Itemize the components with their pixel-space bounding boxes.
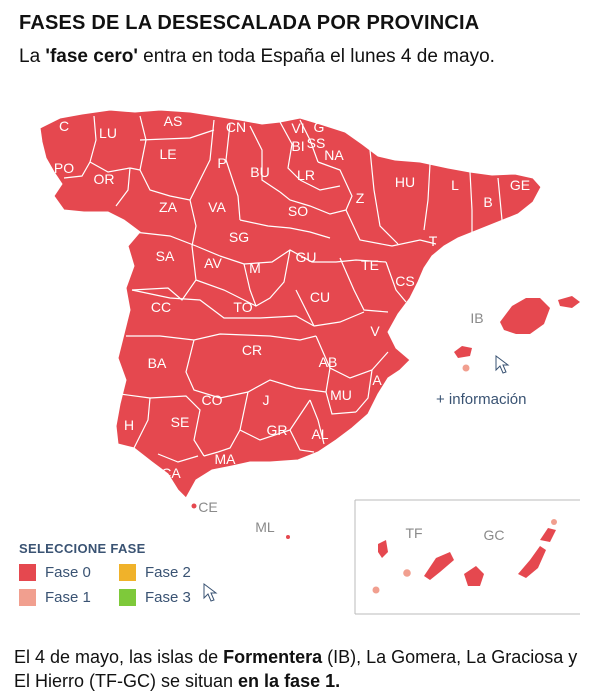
legend-fase-2[interactable]: Fase 2 — [119, 564, 191, 581]
province-label-lr[interactable]: LR — [297, 167, 315, 183]
label-tf: TF — [405, 525, 422, 541]
legend-label: Fase 0 — [45, 564, 91, 581]
province-label-se[interactable]: SE — [171, 414, 190, 430]
legend-label: Fase 2 — [145, 564, 191, 581]
province-label-te[interactable]: TE — [361, 257, 379, 273]
label-ce: CE — [198, 499, 217, 515]
province-label-ss[interactable]: SS — [307, 135, 326, 151]
gran-canaria[interactable] — [464, 566, 484, 586]
legend-swatch-fase-0 — [19, 564, 36, 581]
province-label-vi[interactable]: VI — [291, 120, 304, 136]
province-label-na[interactable]: NA — [324, 147, 344, 163]
province-label-c[interactable]: C — [59, 118, 69, 134]
legend-title: SELECCIONE FASE — [19, 541, 146, 556]
province-label-as[interactable]: AS — [164, 113, 183, 129]
canary-islands-inset: TF GC — [354, 499, 580, 615]
province-label-l[interactable]: L — [451, 177, 459, 193]
province-label-or[interactable]: OR — [94, 171, 115, 187]
mainland-spain[interactable] — [39, 109, 542, 499]
province-label-b[interactable]: B — [483, 194, 492, 210]
fuerteventura[interactable] — [518, 546, 546, 578]
province-label-a[interactable]: A — [372, 372, 382, 388]
legend-swatch-fase-2 — [119, 564, 136, 581]
cursor-icon — [495, 355, 510, 374]
province-label-ba[interactable]: BA — [148, 355, 167, 371]
la-graciosa[interactable] — [551, 519, 557, 525]
lanzarote[interactable] — [540, 528, 556, 542]
province-label-j[interactable]: J — [263, 392, 270, 408]
map-title: FASES DE LA DESESCALADA POR PROVINCIA — [19, 12, 480, 34]
legend-swatch-fase-3 — [119, 589, 136, 606]
province-label-hu[interactable]: HU — [395, 174, 415, 190]
province-label-mu[interactable]: MU — [330, 387, 352, 403]
tenerife[interactable] — [424, 552, 454, 580]
province-label-g[interactable]: G — [314, 119, 325, 135]
province-label-cn[interactable]: CN — [226, 119, 246, 135]
province-label-za[interactable]: ZA — [159, 199, 178, 215]
province-label-le[interactable]: LE — [159, 146, 176, 162]
province-label-ge[interactable]: GE — [510, 177, 530, 193]
el-hierro[interactable] — [372, 586, 380, 594]
province-label-gr[interactable]: GR — [267, 422, 288, 438]
province-label-cu[interactable]: CU — [310, 289, 330, 305]
la-palma[interactable] — [378, 540, 388, 558]
province-label-cs[interactable]: CS — [395, 273, 414, 289]
ceuta[interactable] — [191, 503, 197, 509]
legend-label: Fase 1 — [45, 589, 91, 606]
province-label-so[interactable]: SO — [288, 203, 308, 219]
province-label-gu[interactable]: GU — [296, 249, 317, 265]
province-label-cr[interactable]: CR — [242, 342, 262, 358]
province-label-to[interactable]: TO — [233, 299, 252, 315]
province-label-p[interactable]: P — [217, 155, 226, 171]
province-label-sg[interactable]: SG — [229, 229, 249, 245]
la-gomera[interactable] — [403, 569, 411, 577]
legend-fase-0[interactable]: Fase 0 — [19, 564, 91, 581]
legend-swatch-fase-1 — [19, 589, 36, 606]
legend-label: Fase 3 — [145, 589, 191, 606]
province-label-z[interactable]: Z — [356, 190, 365, 206]
province-label-ma[interactable]: MA — [215, 451, 237, 467]
more-info-link[interactable]: + información — [436, 391, 527, 408]
province-label-va[interactable]: VA — [208, 199, 226, 215]
province-label-v[interactable]: V — [370, 323, 380, 339]
label-gc: GC — [484, 527, 505, 543]
formentera[interactable] — [462, 364, 470, 372]
province-label-al[interactable]: AL — [311, 426, 328, 442]
label-ib: IB — [470, 310, 483, 326]
province-label-sa[interactable]: SA — [156, 248, 175, 264]
province-label-h[interactable]: H — [124, 417, 134, 433]
province-label-t[interactable]: T — [429, 233, 438, 249]
legend-fase-1[interactable]: Fase 1 — [19, 589, 91, 606]
legend-cursor-icon — [203, 583, 218, 602]
melilla[interactable] — [286, 535, 290, 539]
map-subtitle: La 'fase cero' entra en toda España el l… — [19, 46, 495, 67]
province-label-m[interactable]: M — [249, 260, 261, 276]
footer-note: El 4 de mayo, las islas de Formentera (I… — [14, 647, 578, 691]
province-label-ab[interactable]: AB — [319, 354, 338, 370]
province-borders — [63, 115, 503, 463]
legend-fase-3[interactable]: Fase 3 — [119, 589, 191, 606]
province-label-lu[interactable]: LU — [99, 125, 117, 141]
balearic-islands[interactable]: IB — [454, 296, 580, 372]
province-label-po[interactable]: PO — [54, 160, 74, 176]
province-label-co[interactable]: CO — [202, 392, 223, 408]
province-label-av[interactable]: AV — [204, 255, 222, 271]
label-ml: ML — [255, 519, 275, 535]
province-label-bu[interactable]: BU — [250, 164, 269, 180]
province-label-bi[interactable]: BI — [291, 138, 304, 154]
province-label-cc[interactable]: CC — [151, 299, 171, 315]
province-label-ca[interactable]: CA — [161, 465, 181, 481]
